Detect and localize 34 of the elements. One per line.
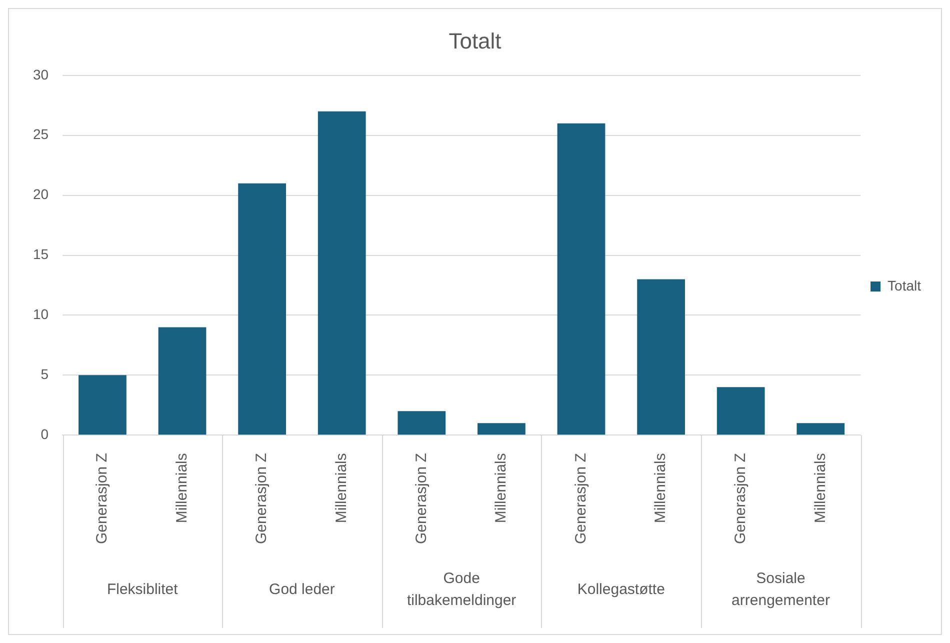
text: Fleksiblitet (106, 581, 179, 598)
bar (557, 123, 606, 435)
bar (318, 111, 366, 435)
y-tick-label: 15 (32, 246, 49, 262)
y-tick-label: 25 (32, 126, 49, 142)
x-tick-label: Generasjon Z (412, 453, 430, 544)
bar (238, 183, 286, 435)
bar (716, 387, 765, 435)
bar (637, 279, 685, 435)
x-tick-label: Millennials (652, 453, 670, 524)
text: God leder (269, 581, 335, 598)
legend-label: Totalt (888, 277, 922, 294)
y-tick-label: 5 (40, 366, 49, 382)
x-tick-label: Millennials (173, 453, 190, 524)
text: Kollegastøtte (577, 581, 665, 598)
y-tick-label: 0 (40, 426, 49, 442)
bar (158, 327, 206, 435)
x-tick-label: Millennials (492, 453, 510, 524)
x-tick-label: Generasjon Z (94, 453, 111, 544)
text: Gode tilbakemeldinger (406, 570, 516, 610)
x-tick-label: Generasjon Z (253, 453, 270, 544)
chart-title: Totalt (448, 28, 502, 54)
x-tick-label: Generasjon Z (572, 453, 590, 544)
x-tick-label: Millennials (333, 453, 350, 524)
y-tick-label: 20 (32, 186, 49, 202)
y-tick-label: 30 (32, 66, 49, 82)
x-tick-label: Generasjon Z (732, 453, 749, 544)
bar (78, 375, 126, 435)
bar (478, 423, 526, 435)
y-tick-label: 10 (32, 306, 49, 322)
bar (398, 411, 446, 435)
bar (796, 423, 845, 435)
x-tick-label: Millennials (812, 453, 829, 524)
text: Sosiale arrengementer (732, 570, 830, 610)
